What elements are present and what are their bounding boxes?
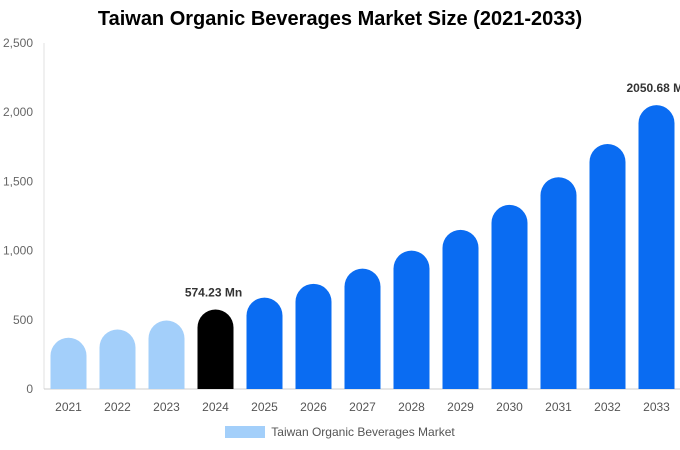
x-tick-label: 2026 bbox=[300, 400, 327, 414]
x-tick-label: 2032 bbox=[594, 400, 621, 414]
chart-title: Taiwan Organic Beverages Market Size (20… bbox=[97, 8, 583, 30]
y-tick-label: 2,000 bbox=[3, 105, 33, 119]
bar bbox=[295, 283, 332, 389]
x-tick-label: 2022 bbox=[104, 400, 131, 414]
x-tick-label: 2029 bbox=[447, 400, 474, 414]
legend-swatch bbox=[225, 426, 266, 438]
x-tick-label: 2031 bbox=[545, 400, 572, 414]
legend[interactable]: Taiwan Organic Beverages Market bbox=[0, 425, 680, 439]
y-tick-label: 2,500 bbox=[3, 36, 33, 50]
y-tick-label: 1,000 bbox=[3, 244, 33, 258]
bar bbox=[442, 229, 479, 389]
bar bbox=[148, 320, 185, 389]
bar bbox=[491, 204, 528, 389]
bar bbox=[99, 329, 136, 389]
bar bbox=[246, 297, 283, 389]
bar bbox=[393, 250, 430, 389]
bar bbox=[344, 268, 381, 389]
x-tick-label: 2033 bbox=[643, 400, 670, 414]
bar bbox=[540, 177, 577, 389]
legend-label: Taiwan Organic Beverages Market bbox=[271, 425, 455, 439]
data-label: 2050.68 Mn bbox=[626, 81, 680, 95]
x-tick-label: 2021 bbox=[55, 400, 82, 414]
data-label: 574.23 Mn bbox=[185, 286, 242, 300]
x-tick-label: 2024 bbox=[202, 400, 229, 414]
bar bbox=[50, 337, 87, 389]
y-tick-label: 500 bbox=[13, 313, 33, 327]
y-tick-label: 0 bbox=[26, 382, 33, 396]
x-tick-label: 2023 bbox=[153, 400, 180, 414]
y-tick-label: 1,500 bbox=[3, 174, 33, 188]
x-tick-label: 2028 bbox=[398, 400, 425, 414]
x-tick-label: 2030 bbox=[496, 400, 523, 414]
bar bbox=[197, 309, 234, 389]
x-tick-label: 2025 bbox=[251, 400, 278, 414]
bar bbox=[589, 144, 626, 389]
bar bbox=[638, 105, 675, 389]
x-tick-label: 2027 bbox=[349, 400, 376, 414]
